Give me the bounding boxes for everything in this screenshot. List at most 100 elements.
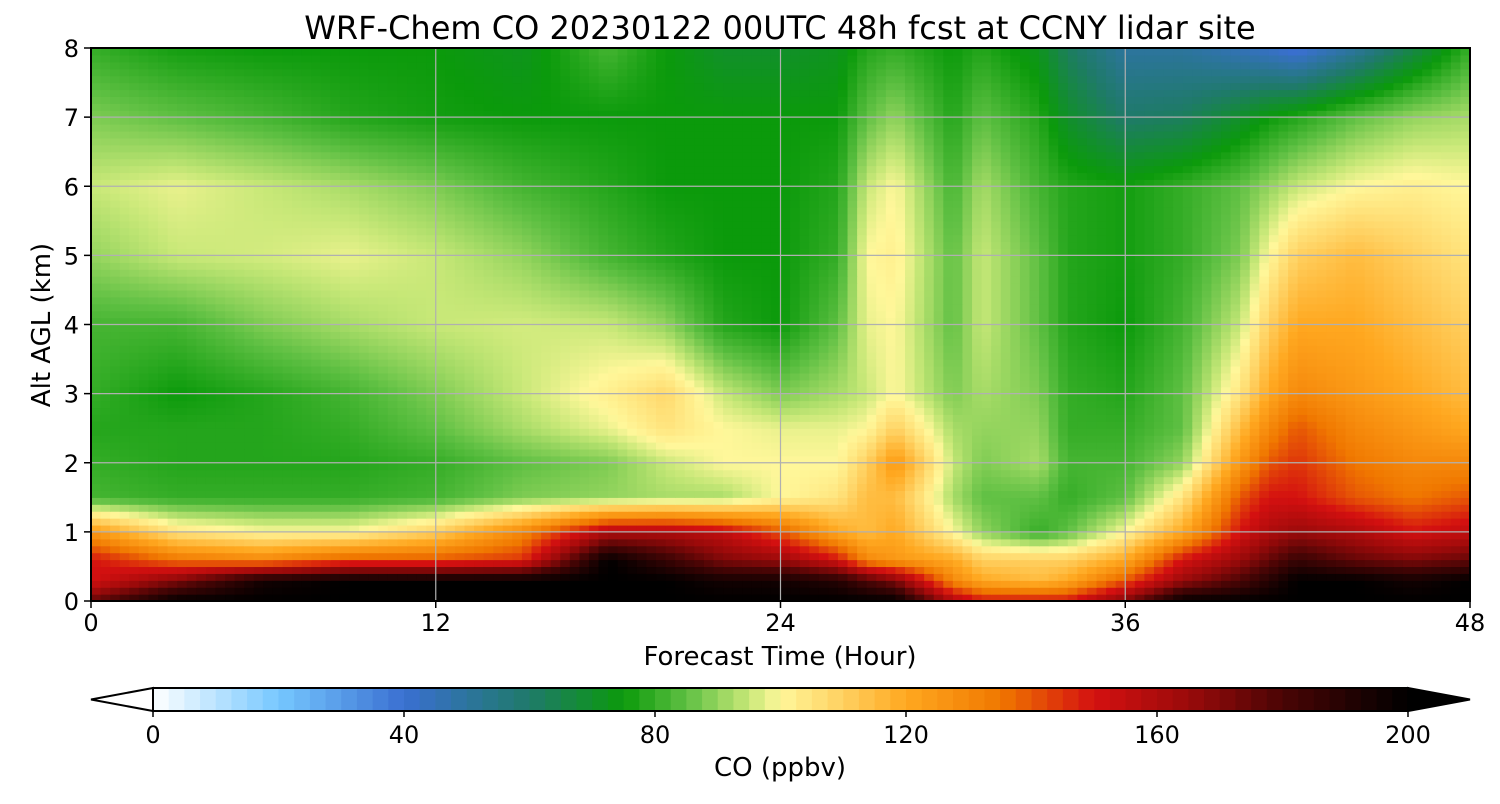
heatmap-cell (1086, 365, 1098, 374)
heatmap-cell (656, 573, 667, 581)
heatmap-cell (991, 483, 1002, 491)
heatmap-cell (1297, 504, 1308, 512)
heatmap-cell (924, 359, 935, 367)
heatmap-cell (723, 559, 734, 568)
heatmap-cell (1460, 545, 1470, 554)
heatmap-cell (1029, 455, 1040, 464)
heatmap-cell (857, 504, 868, 512)
heatmap-cell (904, 372, 916, 381)
heatmap-cell (943, 462, 954, 471)
heatmap-cell (1106, 393, 1117, 402)
heatmap-cell (272, 566, 284, 574)
heatmap-cell (225, 414, 236, 422)
heatmap-cell (359, 448, 370, 457)
heatmap-cell (579, 428, 590, 436)
heatmap-cell (158, 365, 169, 374)
heatmap-cell (1441, 511, 1452, 519)
heatmap-cell (1460, 365, 1470, 374)
heatmap-cell (339, 552, 351, 561)
heatmap-cell (1240, 414, 1251, 422)
heatmap-cell (407, 414, 418, 422)
heatmap-cell (1039, 545, 1050, 554)
heatmap-cell (1086, 386, 1098, 395)
heatmap-cell (368, 448, 379, 457)
heatmap-cell (349, 552, 360, 561)
heatmap-cell (1058, 393, 1069, 402)
heatmap-cell (952, 511, 964, 519)
heatmap-cell (397, 552, 408, 561)
heatmap-cell (1278, 483, 1289, 491)
heatmap-cell (1163, 400, 1174, 409)
heatmap-cell (177, 483, 188, 491)
heatmap-cell (656, 469, 667, 478)
heatmap-cell (272, 594, 284, 601)
heatmap-cell (263, 442, 274, 450)
heatmap-cell (981, 504, 992, 512)
heatmap-cell (713, 435, 724, 443)
heatmap-cell (512, 552, 523, 561)
heatmap-cell (1201, 559, 1213, 568)
heatmap-cell (349, 497, 360, 505)
heatmap-cell (636, 573, 648, 581)
heatmap-cell (617, 497, 628, 505)
heatmap-cell (952, 573, 964, 581)
heatmap-cell (569, 442, 580, 450)
heatmap-cell (588, 365, 600, 374)
heatmap-cell (301, 462, 312, 471)
heatmap-cell (837, 359, 849, 367)
heatmap-cell (1259, 462, 1270, 471)
heatmap-cell (1297, 490, 1308, 498)
heatmap-cell (1316, 448, 1327, 457)
heatmap-cell (1019, 421, 1031, 429)
heatmap-cell (100, 469, 111, 478)
heatmap-cell (1182, 497, 1193, 505)
heatmap-cell (713, 531, 724, 540)
heatmap-cell (1144, 448, 1155, 457)
heatmap-cell (1086, 504, 1098, 512)
heatmap-cell (1134, 580, 1146, 588)
heatmap-cell (770, 421, 782, 429)
heatmap-cell (1249, 573, 1260, 581)
heatmap-cell (234, 545, 245, 554)
heatmap-cell (857, 421, 868, 429)
heatmap-cell (665, 587, 676, 595)
heatmap-cell (1240, 511, 1251, 519)
heatmap-cell (991, 359, 1002, 367)
heatmap-cell (646, 538, 657, 547)
heatmap-cell (665, 359, 676, 367)
heatmap-cell (1335, 545, 1347, 554)
heatmap-cell (550, 469, 561, 478)
heatmap-cell (100, 393, 111, 402)
heatmap-cell (387, 469, 399, 478)
heatmap-cell (627, 455, 638, 464)
heatmap-cell (761, 490, 772, 498)
heatmap-cell (1374, 594, 1385, 601)
heatmap-cell (1450, 386, 1462, 395)
heatmap-cell (1383, 400, 1394, 409)
heatmap-cell (1316, 504, 1327, 512)
heatmap-cell (962, 442, 973, 450)
heatmap-cell (1364, 407, 1375, 415)
heatmap-cell (809, 428, 820, 436)
heatmap-cell (225, 524, 236, 533)
heatmap-cell (119, 407, 130, 415)
heatmap-cell (972, 476, 983, 485)
heatmap-cell (1201, 448, 1213, 457)
heatmap-cell (1000, 462, 1011, 471)
heatmap-cell (550, 594, 561, 601)
heatmap-cell (675, 379, 686, 388)
heatmap-cell (1096, 414, 1107, 422)
heatmap-cell (914, 379, 925, 388)
heatmap-cell (847, 421, 858, 429)
heatmap-cell (186, 497, 197, 505)
heatmap-cell (1153, 435, 1165, 443)
heatmap-cell (1441, 483, 1452, 491)
heatmap-cell (1278, 414, 1289, 422)
heatmap-cell (119, 469, 130, 478)
heatmap-cell (301, 469, 312, 478)
heatmap-cell (320, 504, 332, 512)
heatmap-cell (435, 559, 446, 568)
heatmap-cell (598, 594, 609, 601)
heatmap-cell (234, 421, 245, 429)
heatmap-cell (158, 455, 169, 464)
